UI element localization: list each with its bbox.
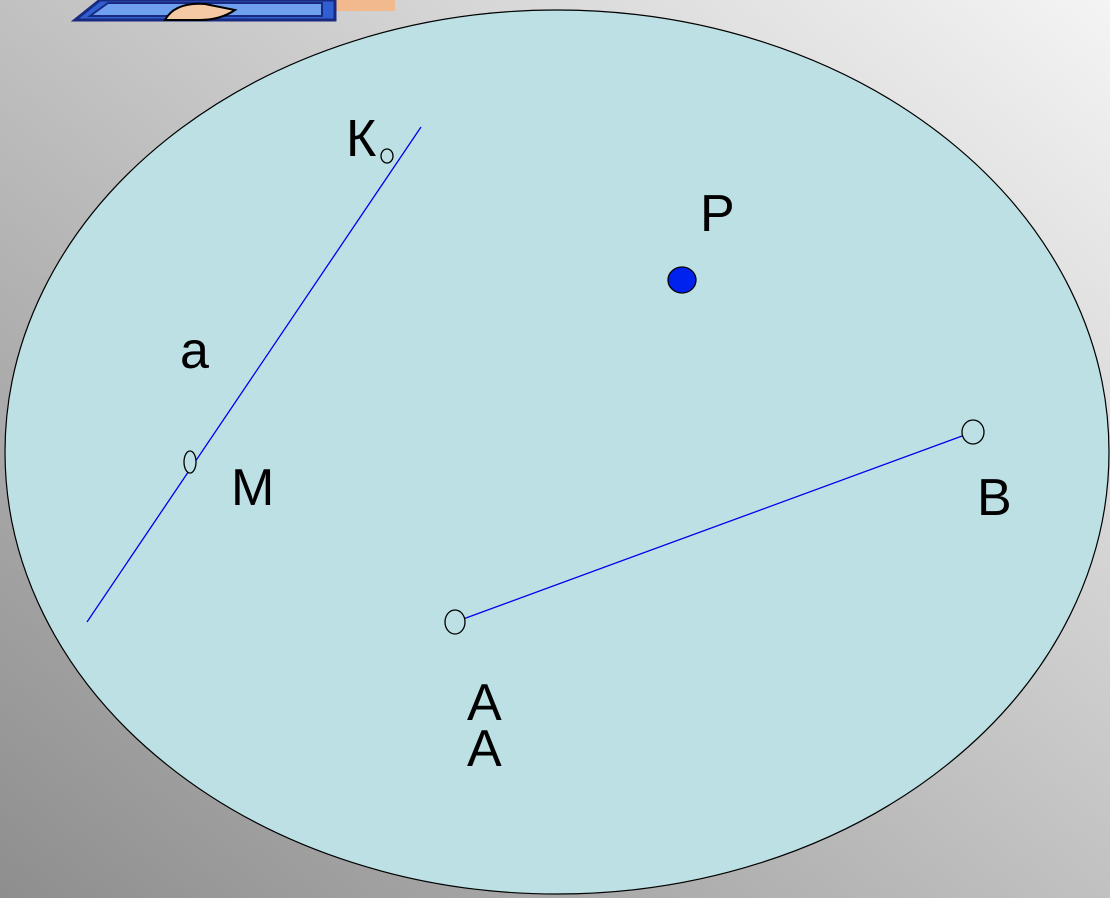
page: К P a M B A A (() => { const data = JSON… — [0, 0, 1110, 898]
point-k — [381, 149, 393, 163]
plane — [5, 10, 1109, 894]
point-b — [962, 420, 984, 444]
label-a-line: a — [180, 322, 209, 380]
point-p — [668, 267, 696, 293]
point-a — [445, 610, 465, 634]
label-k: К — [346, 110, 376, 168]
label-a: A — [467, 720, 502, 778]
point-m — [184, 451, 196, 473]
slide: К P a M B A A — [0, 0, 1110, 898]
label-m: M — [231, 459, 274, 517]
label-p: P — [700, 185, 735, 243]
label-b: B — [977, 469, 1012, 527]
